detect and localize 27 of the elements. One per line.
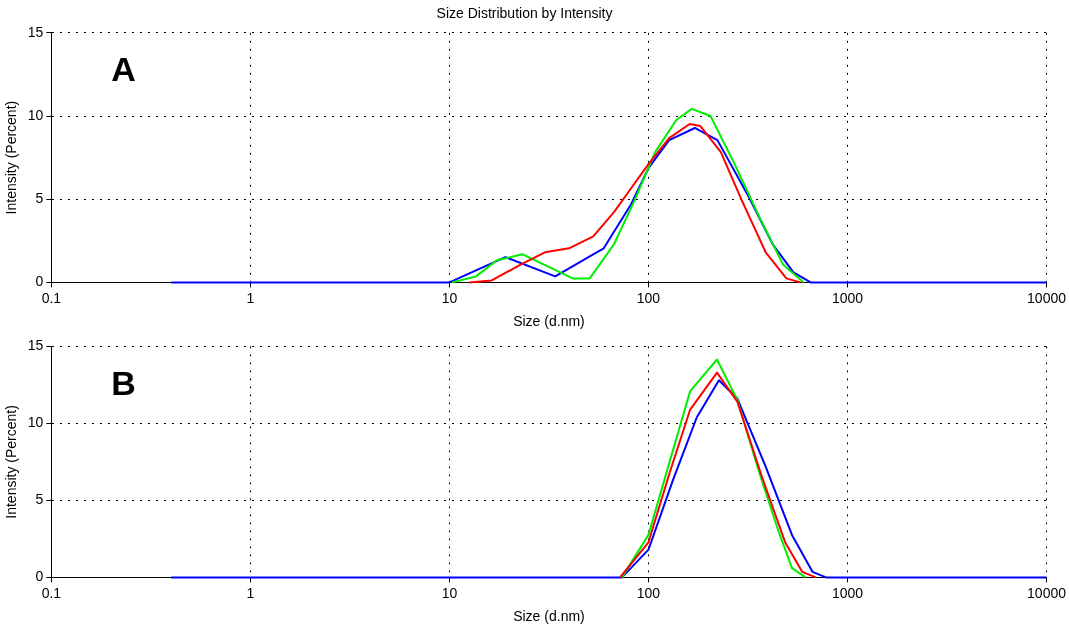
x-tick-label: 10 [441,584,458,601]
x-tick-label: 1000 [831,289,864,306]
y-tick-label: 15 [27,337,44,354]
y-axis-title: Intensity (Percent) [3,100,20,215]
x-tick-label: 10 [441,289,458,306]
x-tick-label: 100 [636,584,661,601]
x-tick-label: 1 [246,289,255,306]
y-tick-label: 0 [35,273,44,290]
annotation: A [111,50,136,89]
x-tick-label: 10000 [1027,584,1067,601]
y-tick-label: 5 [35,491,44,508]
x-tick-label: 10000 [1027,289,1067,306]
x-tick-label: 1 [246,584,255,601]
x-tick-label: 0.1 [41,289,62,306]
y-tick-label: 5 [35,190,44,207]
y-tick-label: 0 [35,568,44,585]
annotation: B [111,363,136,402]
x-axis-title: Size (d.nm) [513,313,585,330]
chart-title: Size Distribution by Intensity [436,5,613,22]
x-tick-label: 1000 [831,584,864,601]
x-axis-title: Size (d.nm) [513,608,585,625]
y-tick-label: 10 [27,106,44,123]
x-tick-label: 0.1 [41,584,62,601]
x-tick-label: 100 [636,289,661,306]
y-tick-label: 15 [27,23,44,40]
y-tick-label: 10 [27,414,44,431]
y-axis-title: Intensity (Percent) [3,405,20,519]
